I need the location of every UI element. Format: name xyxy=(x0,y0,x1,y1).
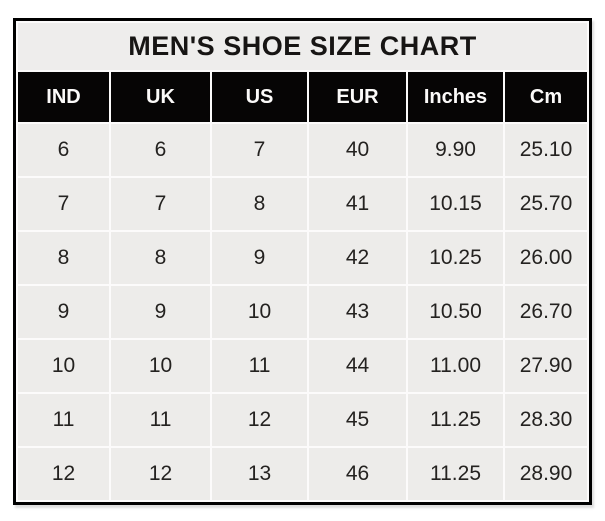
cell-uk: 9 xyxy=(111,286,210,338)
column-header-ind: IND xyxy=(18,72,109,122)
cell-us: 10 xyxy=(212,286,307,338)
cell-inches: 11.25 xyxy=(408,394,503,446)
cell-ind: 12 xyxy=(18,448,109,500)
column-header-us: US xyxy=(212,72,307,122)
column-header-eur: EUR xyxy=(309,72,406,122)
cell-uk: 6 xyxy=(111,124,210,176)
table-row: 9 9 10 43 10.50 26.70 xyxy=(18,286,587,338)
cell-inches: 11.25 xyxy=(408,448,503,500)
cell-us: 12 xyxy=(212,394,307,446)
cell-uk: 11 xyxy=(111,394,210,446)
table-row: 8 8 9 42 10.25 26.00 xyxy=(18,232,587,284)
table-row: 11 11 12 45 11.25 28.30 xyxy=(18,394,587,446)
table-row: 7 7 8 41 10.15 25.70 xyxy=(18,178,587,230)
cell-cm: 26.70 xyxy=(505,286,587,338)
cell-eur: 40 xyxy=(309,124,406,176)
cell-us: 13 xyxy=(212,448,307,500)
cell-ind: 9 xyxy=(18,286,109,338)
cell-inches: 11.00 xyxy=(408,340,503,392)
cell-us: 7 xyxy=(212,124,307,176)
cell-cm: 28.30 xyxy=(505,394,587,446)
cell-ind: 7 xyxy=(18,178,109,230)
cell-uk: 10 xyxy=(111,340,210,392)
cell-eur: 45 xyxy=(309,394,406,446)
cell-eur: 41 xyxy=(309,178,406,230)
cell-ind: 6 xyxy=(18,124,109,176)
chart-title: MEN'S SHOE SIZE CHART xyxy=(18,23,587,70)
table-row: 12 12 13 46 11.25 28.90 xyxy=(18,448,587,500)
cell-inches: 10.15 xyxy=(408,178,503,230)
cell-us: 8 xyxy=(212,178,307,230)
cell-eur: 43 xyxy=(309,286,406,338)
title-row: MEN'S SHOE SIZE CHART xyxy=(18,23,587,70)
cell-uk: 12 xyxy=(111,448,210,500)
cell-us: 9 xyxy=(212,232,307,284)
cell-cm: 26.00 xyxy=(505,232,587,284)
cell-cm: 25.10 xyxy=(505,124,587,176)
table-row: 6 6 7 40 9.90 25.10 xyxy=(18,124,587,176)
cell-eur: 44 xyxy=(309,340,406,392)
header-row: IND UK US EUR Inches Cm xyxy=(18,72,587,122)
column-header-cm: Cm xyxy=(505,72,587,122)
cell-eur: 46 xyxy=(309,448,406,500)
cell-ind: 8 xyxy=(18,232,109,284)
cell-uk: 8 xyxy=(111,232,210,284)
cell-eur: 42 xyxy=(309,232,406,284)
cell-ind: 10 xyxy=(18,340,109,392)
cell-ind: 11 xyxy=(18,394,109,446)
cell-uk: 7 xyxy=(111,178,210,230)
cell-cm: 27.90 xyxy=(505,340,587,392)
table-row: 10 10 11 44 11.00 27.90 xyxy=(18,340,587,392)
cell-us: 11 xyxy=(212,340,307,392)
column-header-uk: UK xyxy=(111,72,210,122)
cell-inches: 10.50 xyxy=(408,286,503,338)
shoe-size-chart-table: MEN'S SHOE SIZE CHART IND UK US EUR Inch… xyxy=(13,18,592,505)
column-header-inches: Inches xyxy=(408,72,503,122)
cell-cm: 28.90 xyxy=(505,448,587,500)
cell-inches: 10.25 xyxy=(408,232,503,284)
cell-inches: 9.90 xyxy=(408,124,503,176)
cell-cm: 25.70 xyxy=(505,178,587,230)
